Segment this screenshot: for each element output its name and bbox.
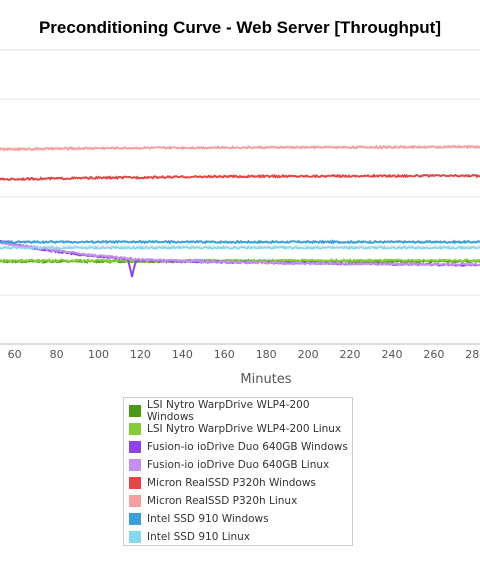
- series-line: [0, 245, 480, 251]
- legend-swatch: [129, 513, 141, 525]
- legend-label: Micron RealSSD P320h Linux: [147, 495, 298, 507]
- legend-item: Micron RealSSD P320h Linux: [129, 492, 352, 510]
- legend-swatch: [129, 459, 141, 471]
- legend-item: Intel SSD 910 Windows: [129, 510, 352, 528]
- x-tick-label: 220: [340, 348, 361, 361]
- x-tick-label: 100: [88, 348, 109, 361]
- legend-label: Intel SSD 910 Windows: [147, 513, 269, 525]
- legend-swatch: [129, 441, 141, 453]
- legend-label: Micron RealSSD P320h Windows: [147, 477, 316, 489]
- x-tick-label: 120: [130, 348, 151, 361]
- legend-swatch: [129, 531, 141, 543]
- legend-item: LSI Nytro WarpDrive WLP4-200 Windows: [129, 399, 352, 423]
- x-axis-ticks: 60 80 100 120 140 160 180 200 220 240 260 280: [8, 348, 480, 361]
- legend-swatch: [129, 405, 141, 417]
- x-tick-label: 180: [256, 348, 277, 361]
- legend-item: Micron RealSSD P320h Windows: [129, 474, 352, 492]
- legend-item: Intel SSD 910 Linux: [129, 528, 352, 546]
- chart-title: Preconditioning Curve - Web Server [Thro…: [38, 18, 442, 37]
- series-line: [0, 144, 480, 152]
- legend-item: Fusion-io ioDrive Duo 640GB Linux: [129, 456, 352, 474]
- legend-label: Fusion-io ioDrive Duo 640GB Windows: [147, 441, 348, 453]
- legend-label: LSI Nytro WarpDrive WLP4-200 Linux: [147, 423, 342, 435]
- x-axis-label: Minutes: [240, 372, 291, 387]
- series-line: [0, 240, 480, 267]
- legend-item: LSI Nytro WarpDrive WLP4-200 Linux: [129, 420, 352, 438]
- legend-swatch: [129, 423, 141, 435]
- legend-label: LSI Nytro WarpDrive WLP4-200 Windows: [147, 399, 310, 423]
- series-line: [0, 173, 480, 182]
- legend: LSI Nytro WarpDrive WLP4-200 Windows LSI …: [123, 397, 353, 546]
- x-tick-label: 160: [214, 348, 235, 361]
- legend-swatch: [129, 477, 141, 489]
- series-line: [0, 239, 480, 245]
- x-tick-label: 260: [423, 348, 444, 361]
- x-tick-label: 140: [172, 348, 193, 361]
- series-lines: [0, 144, 480, 278]
- legend-swatch: [129, 495, 141, 507]
- x-tick-label: 240: [381, 348, 402, 361]
- legend-item: Fusion-io ioDrive Duo 640GB Windows: [129, 438, 352, 456]
- gridlines: [0, 49, 480, 345]
- x-tick-label: 60: [8, 348, 22, 361]
- x-tick-label: 280: [465, 348, 480, 361]
- legend-label: Fusion-io ioDrive Duo 640GB Linux: [147, 459, 330, 471]
- x-tick-label: 200: [298, 348, 319, 361]
- x-tick-label: 80: [50, 348, 64, 361]
- legend-label: Intel SSD 910 Linux: [147, 531, 251, 543]
- series-line: [0, 257, 480, 264]
